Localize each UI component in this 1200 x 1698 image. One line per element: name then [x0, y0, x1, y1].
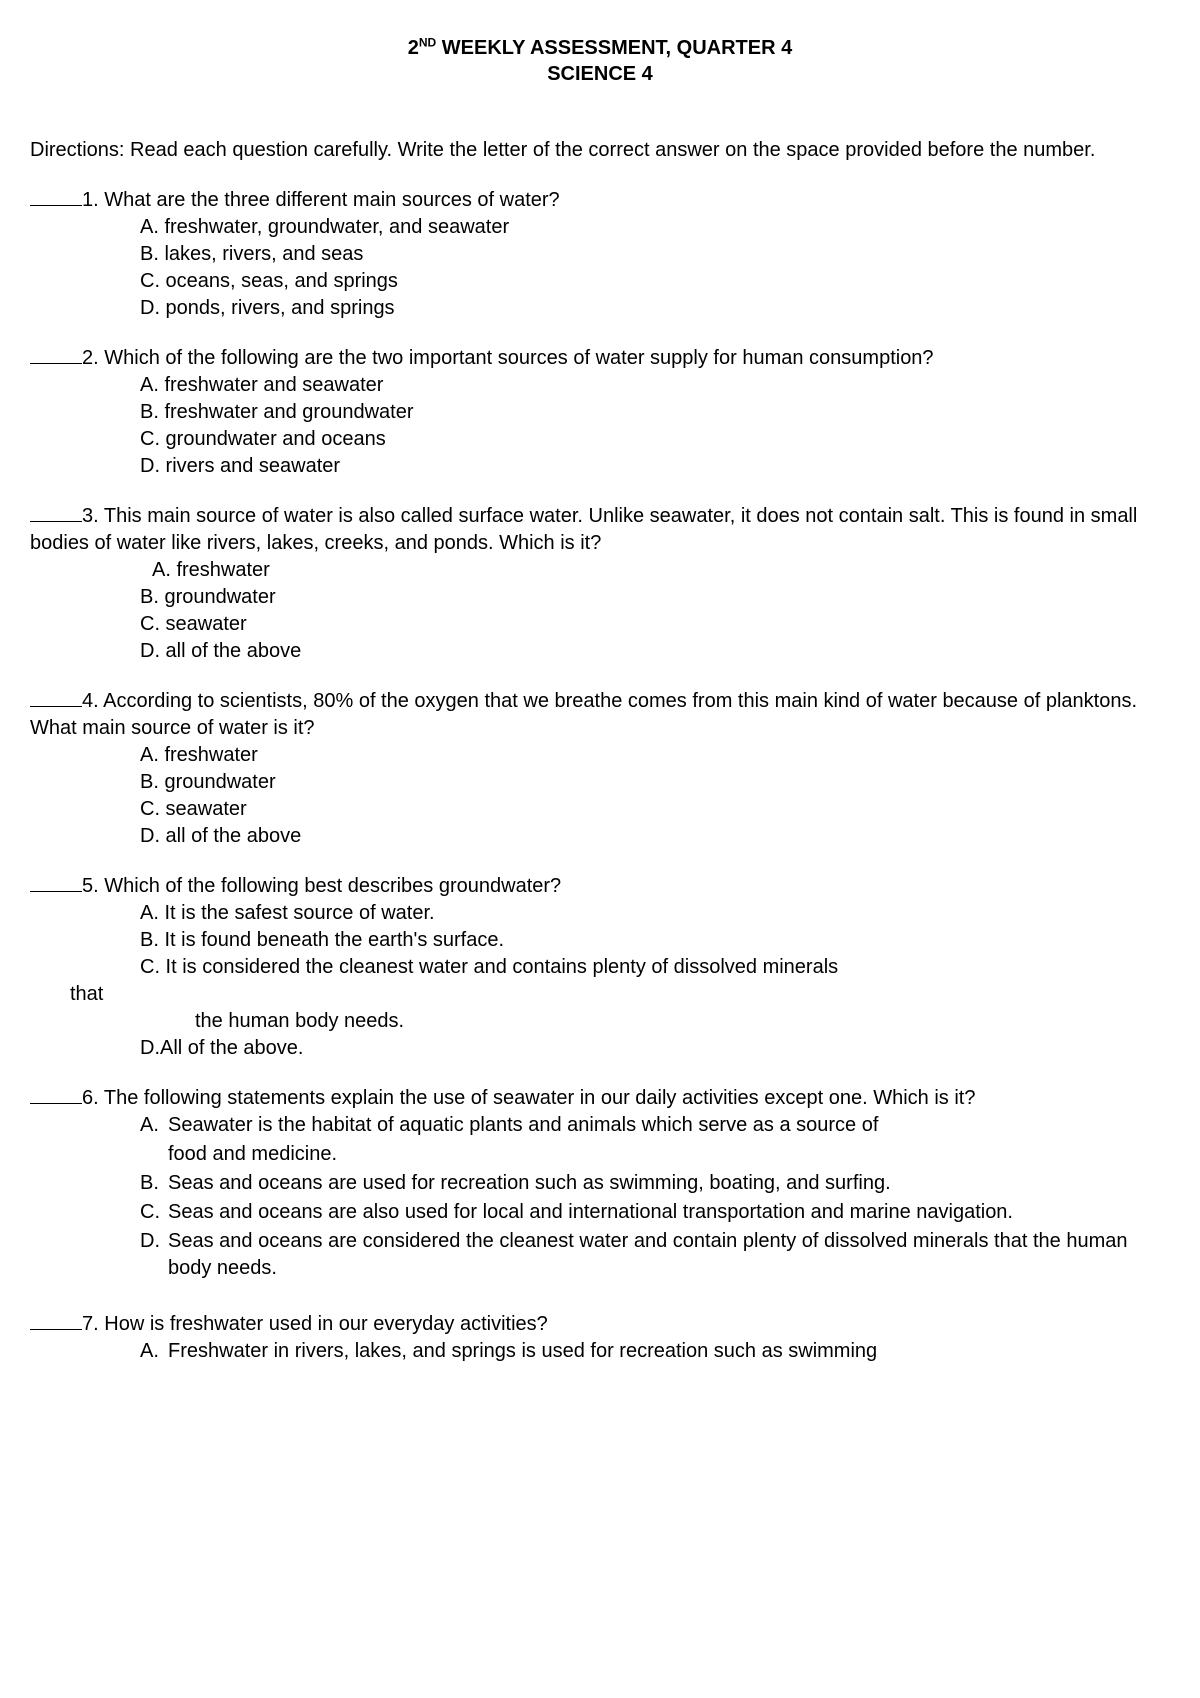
option-a: A. freshwater [140, 742, 1170, 769]
option-a: A.Seawater is the habitat of aquatic pla… [140, 1112, 1170, 1139]
answer-blank[interactable] [30, 1310, 82, 1330]
question-prompt: What are the three different main source… [104, 189, 559, 211]
option-b: B. It is found beneath the earth's surfa… [140, 927, 1170, 954]
question-7: 7. How is freshwater used in our everyda… [30, 1310, 1170, 1365]
option-c: C. seawater [140, 611, 1170, 638]
option-b: B.Seas and oceans are used for recreatio… [140, 1170, 1170, 1197]
question-6: 6. The following statements explain the … [30, 1084, 1170, 1282]
option-d: D. ponds, rivers, and springs [140, 295, 1170, 322]
answer-blank[interactable] [30, 1084, 82, 1104]
option-c: C. It is considered the cleanest water a… [140, 954, 1170, 981]
option-a: A. It is the safest source of water. [140, 900, 1170, 927]
option-c: C.Seas and oceans are also used for loca… [140, 1199, 1170, 1226]
option-text: Seas and oceans are used for recreation … [168, 1170, 1170, 1197]
question-prompt: The following statements explain the use… [104, 1087, 976, 1109]
answer-blank[interactable] [30, 186, 82, 206]
option-a: A. freshwater [140, 557, 1170, 584]
question-number: 6. [82, 1087, 99, 1109]
option-letter: A. [140, 1338, 168, 1365]
option-letter: B. [140, 1170, 168, 1197]
question-number: 2. [82, 347, 104, 369]
option-c: C. oceans, seas, and springs [140, 268, 1170, 295]
option-c: C. seawater [140, 796, 1170, 823]
option-text: Seawater is the habitat of aquatic plant… [168, 1112, 1170, 1139]
option-d: D. all of the above [140, 638, 1170, 665]
question-1: 1. What are the three different main sou… [30, 186, 1170, 322]
option-text: Seas and oceans are considered the clean… [168, 1228, 1170, 1282]
option-d: D. all of the above [140, 823, 1170, 850]
question-prompt: How is freshwater used in our everyday a… [104, 1313, 548, 1335]
option-b: B. lakes, rivers, and seas [140, 241, 1170, 268]
option-b: B. freshwater and groundwater [140, 399, 1170, 426]
question-prompt: According to scientists, 80% of the oxyg… [30, 690, 1137, 739]
question-number: 5. [82, 875, 99, 897]
question-prompt: This main source of water is also called… [30, 505, 1137, 554]
question-2: 2. Which of the following are the two im… [30, 344, 1170, 480]
title-pre: 2 [408, 37, 419, 59]
option-d: D.Seas and oceans are considered the cle… [140, 1228, 1170, 1282]
option-c: C. groundwater and oceans [140, 426, 1170, 453]
answer-blank[interactable] [30, 344, 82, 364]
option-a: A. freshwater and seawater [140, 372, 1170, 399]
title-line-2: SCIENCE 4 [30, 61, 1170, 87]
title-block: 2ND WEEKLY ASSESSMENT, QUARTER 4 SCIENCE… [30, 35, 1170, 87]
option-letter: C. [140, 1199, 168, 1226]
question-number: 7. [82, 1313, 99, 1335]
option-text: Freshwater in rivers, lakes, and springs… [168, 1338, 1170, 1365]
option-b: B. groundwater [140, 769, 1170, 796]
option-c-cont: the human body needs. [30, 1008, 1170, 1035]
directions-text: Directions: Read each question carefully… [30, 137, 1170, 164]
question-number: 4. [82, 690, 103, 712]
question-4: 4. According to scientists, 80% of the o… [30, 687, 1170, 850]
question-prompt: Which of the following best describes gr… [104, 875, 561, 897]
answer-blank[interactable] [30, 502, 82, 522]
worksheet-page: 2ND WEEKLY ASSESSMENT, QUARTER 4 SCIENCE… [0, 0, 1200, 1427]
answer-blank[interactable] [30, 872, 82, 892]
option-text-cont: food and medicine. [168, 1141, 1170, 1168]
title-post: WEEKLY ASSESSMENT, QUARTER 4 [436, 37, 792, 59]
option-d: D.All of the above. [140, 1035, 1170, 1062]
option-letter: A. [140, 1112, 168, 1139]
answer-blank[interactable] [30, 687, 82, 707]
question-5: 5. Which of the following best describes… [30, 872, 1170, 1062]
option-c-that: that [30, 981, 1170, 1008]
title-ordinal-sup: ND [419, 35, 436, 49]
title-line-1: 2ND WEEKLY ASSESSMENT, QUARTER 4 [30, 35, 1170, 61]
option-d: D. rivers and seawater [140, 453, 1170, 480]
option-a-cont: food and medicine. [140, 1141, 1170, 1168]
question-number: 3. [82, 505, 104, 527]
question-prompt: Which of the following are the two impor… [104, 347, 933, 369]
option-letter: D. [140, 1228, 168, 1282]
option-text: Seas and oceans are also used for local … [168, 1199, 1170, 1226]
option-a: A. freshwater, groundwater, and seawater [140, 214, 1170, 241]
option-a: A.Freshwater in rivers, lakes, and sprin… [140, 1338, 1170, 1365]
question-3: 3. This main source of water is also cal… [30, 502, 1170, 665]
option-b: B. groundwater [140, 584, 1170, 611]
question-number: 1. [82, 189, 104, 211]
